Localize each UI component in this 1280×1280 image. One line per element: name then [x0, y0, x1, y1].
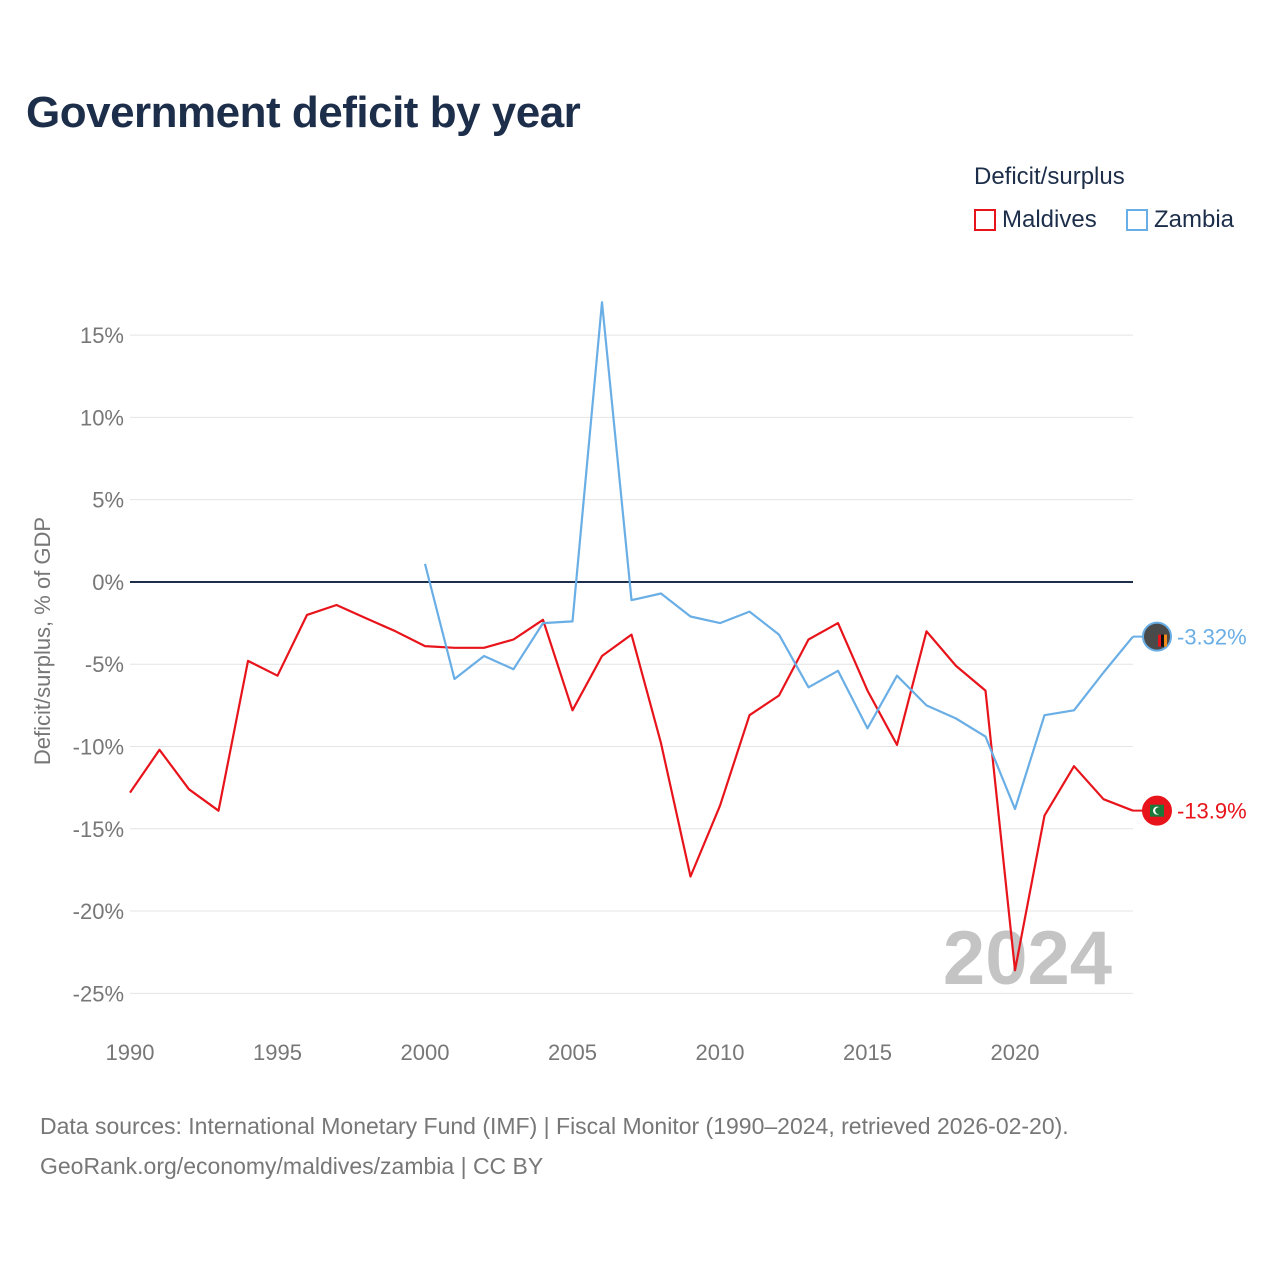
x-tick-label: 2000 [401, 1040, 450, 1065]
flag-stripe-orange-zambia [1164, 634, 1167, 647]
x-axis-ticks: 1990 1995 2000 2005 2010 2015 2020 [106, 1040, 1040, 1065]
legend-label-maldives: Maldives [1002, 206, 1097, 233]
x-tick-label: 2010 [696, 1040, 745, 1065]
legend-title: Deficit/surplus [974, 163, 1125, 190]
x-tick-label: 1995 [253, 1040, 302, 1065]
legend-item-maldives[interactable]: Maldives [974, 204, 1097, 236]
sources-line-1: Data sources: International Monetary Fun… [40, 1113, 1069, 1139]
y-tick-label: 15% [80, 323, 124, 348]
y-tick-label: -15% [73, 817, 124, 842]
x-tick-label: 1990 [106, 1040, 155, 1065]
x-tick-label: 2015 [843, 1040, 892, 1065]
sources-line-2[interactable]: GeoRank.org/economy/maldives/zambia | CC… [40, 1153, 544, 1179]
y-axis-label: Deficit/surplus, % of GDP [30, 517, 55, 765]
flag-stripe-black-zambia [1161, 634, 1164, 647]
x-tick-label: 2020 [991, 1040, 1040, 1065]
y-tick-label: -25% [73, 981, 124, 1006]
legend-label-zambia: Zambia [1154, 206, 1235, 233]
legend-swatch-maldives [974, 209, 996, 231]
flag-crescent-cut-maldives [1155, 807, 1162, 815]
y-axis-ticks: 15% 10% 5% 0% -5% -10% -15% -20% -25% [73, 323, 124, 1006]
series-line-maldives [129, 603, 1134, 972]
chart-title: Government deficit by year [26, 88, 581, 137]
flag-stripe-red-zambia [1158, 634, 1161, 647]
series-line-zambia [423, 301, 1134, 811]
y-tick-label: 5% [92, 488, 124, 513]
data-sources: Data sources: International Monetary Fun… [40, 1106, 1069, 1186]
gridlines [130, 334, 1133, 994]
y-tick-label: 10% [80, 405, 124, 430]
series-lines [129, 301, 1134, 972]
current-year-watermark: 2024 [943, 916, 1112, 1001]
legend-item-zambia[interactable]: Zambia [1126, 204, 1234, 236]
y-tick-label: 0% [92, 570, 124, 595]
end-markers: -13.9% -3.32% [1133, 621, 1247, 826]
end-value-label-zambia: -3.32% [1177, 625, 1247, 650]
y-tick-label: -5% [85, 652, 124, 677]
y-tick-label: -20% [73, 899, 124, 924]
y-tick-label: -10% [73, 735, 124, 760]
end-value-label-maldives: -13.9% [1177, 799, 1247, 824]
legend-swatch-zambia [1126, 209, 1148, 231]
x-tick-label: 2005 [548, 1040, 597, 1065]
